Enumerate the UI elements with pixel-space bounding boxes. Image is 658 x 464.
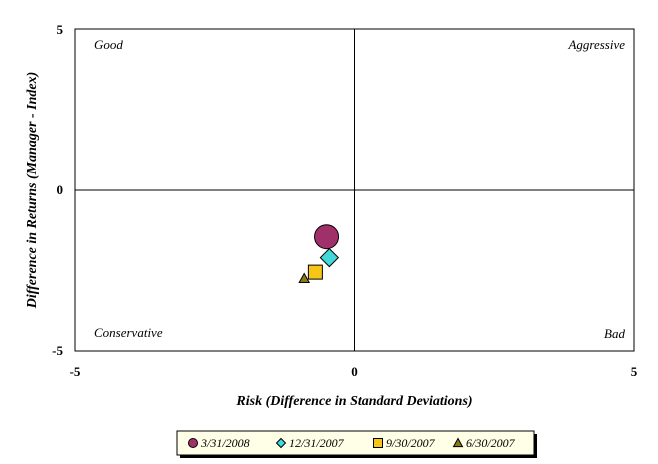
x-tick-label-mid: 0 — [351, 364, 358, 379]
y-tick-label-mid: 0 — [57, 182, 64, 197]
quadrant-label-conservative: Conservative — [94, 325, 163, 340]
quadrant-label-good: Good — [94, 37, 123, 52]
data-points — [298, 224, 340, 284]
data-point-6-30-2007 — [298, 272, 311, 284]
legend-label-6-30-2007: 6/30/2007 — [466, 436, 516, 450]
legend-label-3-31-2008: 3/31/2008 — [200, 436, 250, 450]
legend-marker-9-30-2007 — [373, 438, 383, 448]
data-point-12-31-2007 — [319, 247, 340, 268]
legend-label-12-31-2007: 12/31/2007 — [289, 436, 345, 450]
x-tick-label-right: 5 — [631, 364, 638, 379]
legend-marker-6-30-2007 — [452, 437, 464, 448]
quadrant-label-aggressive: Aggressive — [567, 37, 625, 52]
y-axis-title: Difference in Returns (Manager - Index) — [25, 72, 40, 310]
y-tick-label-bottom: -5 — [52, 343, 63, 358]
legend-box — [176, 430, 535, 456]
y-tick-label-top: 5 — [57, 22, 64, 37]
legend-marker-12-31-2007 — [275, 437, 287, 449]
quadrant-label-bad: Bad — [604, 326, 625, 341]
legend-marker-3-31-2008 — [188, 438, 198, 448]
data-point-3-31-2008 — [314, 224, 340, 250]
legend: 3/31/2008 12/31/2007 9/30/2007 6/30/2007 — [176, 430, 537, 458]
x-axis-title: Risk (Difference in Standard Deviations) — [235, 394, 472, 409]
data-point-9-30-2007 — [307, 264, 323, 280]
legend-label-9-30-2007: 9/30/2007 — [386, 436, 436, 450]
x-tick-label-left: -5 — [70, 364, 81, 379]
